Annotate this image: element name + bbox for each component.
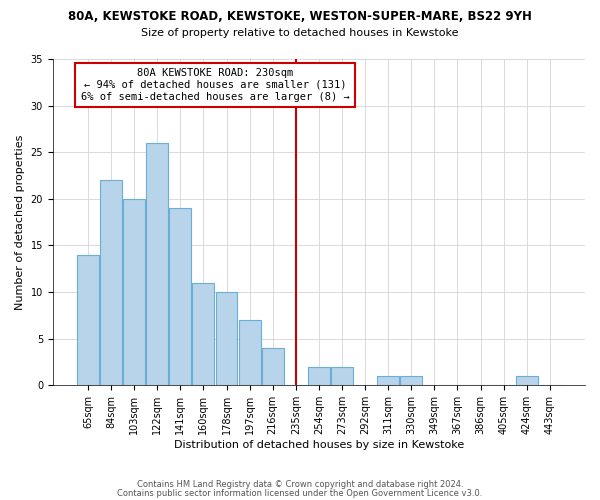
- Bar: [100, 180, 122, 386]
- Bar: [146, 143, 168, 386]
- Bar: [400, 376, 422, 386]
- Y-axis label: Number of detached properties: Number of detached properties: [15, 134, 25, 310]
- Bar: [308, 366, 330, 386]
- Bar: [377, 376, 399, 386]
- Text: Contains HM Land Registry data © Crown copyright and database right 2024.: Contains HM Land Registry data © Crown c…: [137, 480, 463, 489]
- Text: 80A KEWSTOKE ROAD: 230sqm
← 94% of detached houses are smaller (131)
6% of semi-: 80A KEWSTOKE ROAD: 230sqm ← 94% of detac…: [80, 68, 349, 102]
- Text: Size of property relative to detached houses in Kewstoke: Size of property relative to detached ho…: [141, 28, 459, 38]
- Text: Contains public sector information licensed under the Open Government Licence v3: Contains public sector information licen…: [118, 488, 482, 498]
- Bar: [215, 292, 238, 386]
- Text: 80A, KEWSTOKE ROAD, KEWSTOKE, WESTON-SUPER-MARE, BS22 9YH: 80A, KEWSTOKE ROAD, KEWSTOKE, WESTON-SUP…: [68, 10, 532, 23]
- Bar: [516, 376, 538, 386]
- Bar: [262, 348, 284, 386]
- Bar: [331, 366, 353, 386]
- Bar: [239, 320, 260, 386]
- Bar: [123, 199, 145, 386]
- Bar: [169, 208, 191, 386]
- Bar: [193, 283, 214, 386]
- Bar: [77, 255, 99, 386]
- X-axis label: Distribution of detached houses by size in Kewstoke: Distribution of detached houses by size …: [174, 440, 464, 450]
